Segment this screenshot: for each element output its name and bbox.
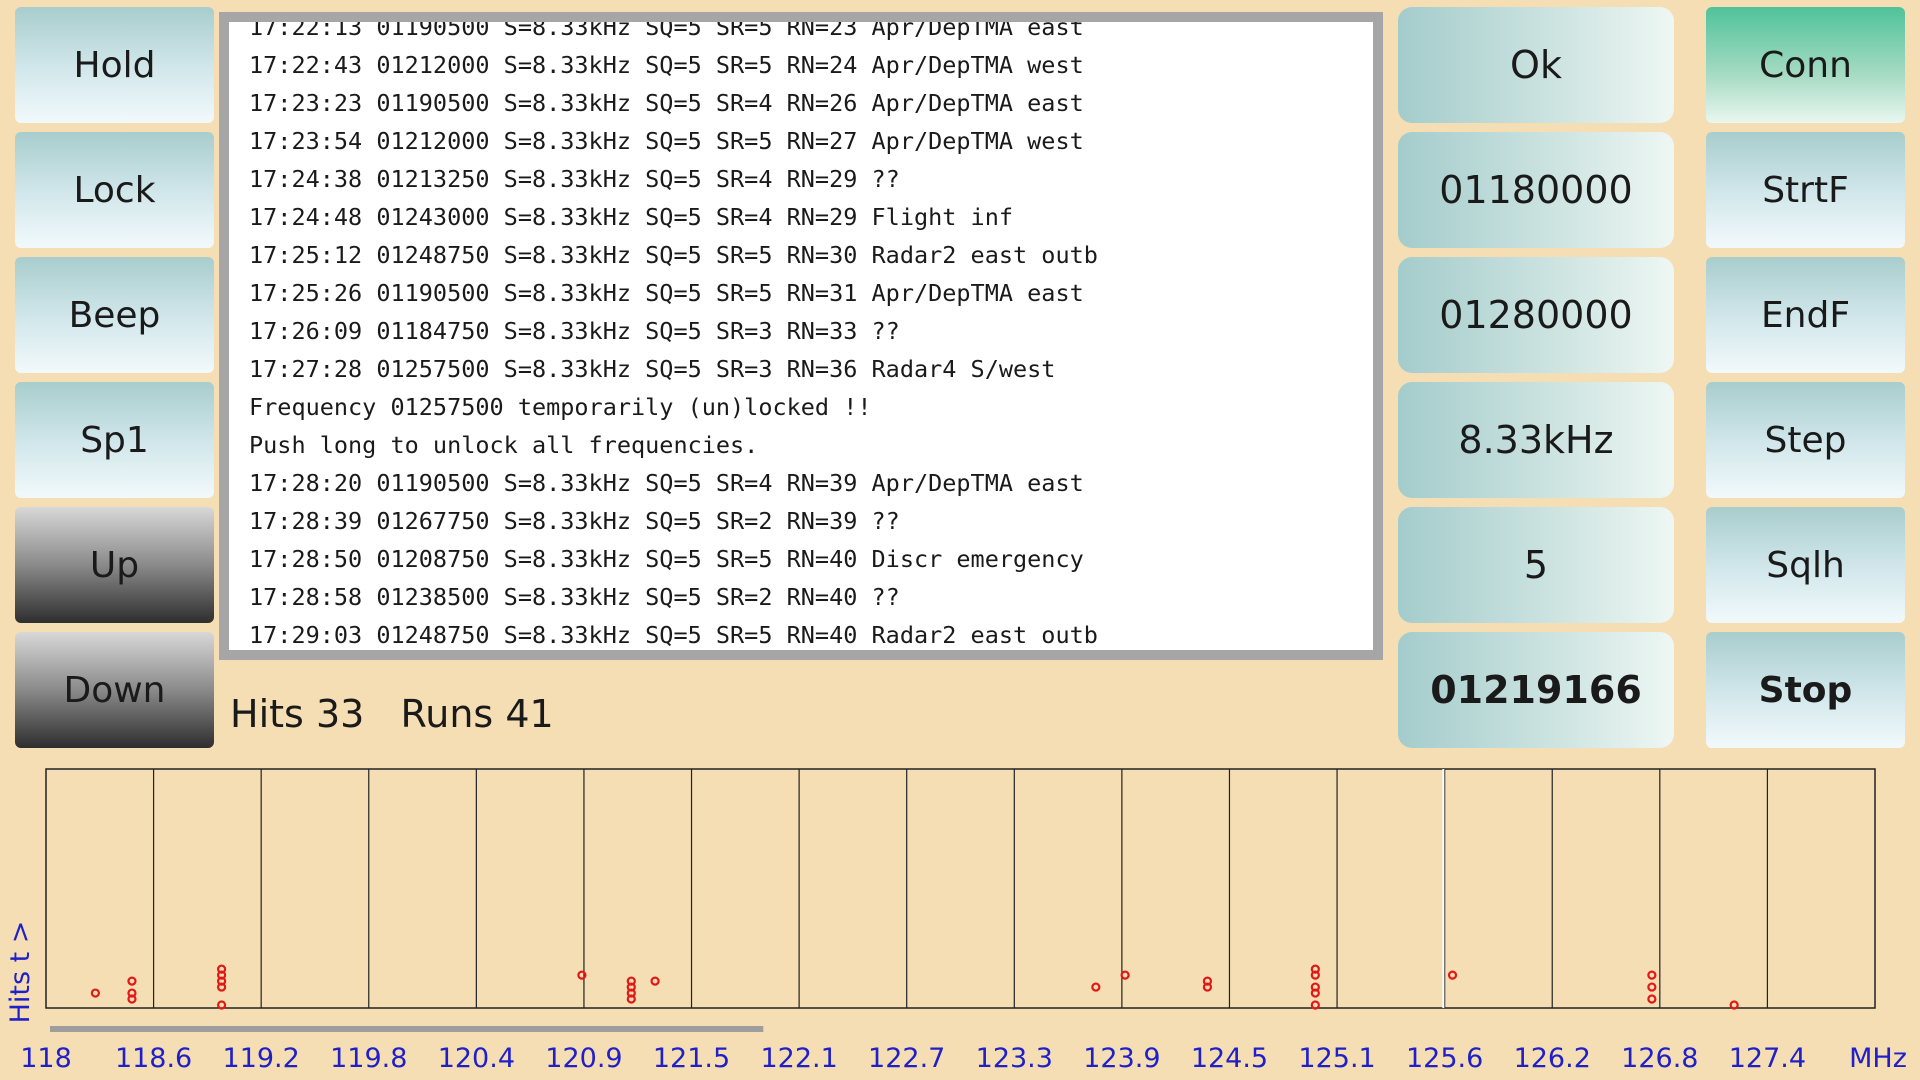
- chart-points: [90, 964, 1739, 1010]
- hit-point: [1202, 976, 1213, 986]
- scan-progress-bar: [50, 1026, 764, 1032]
- hit-point: [626, 976, 636, 986]
- log-line: 17:28:50 01208750 S=8.33kHz SQ=5 SR=5 RN…: [249, 545, 1084, 573]
- sqlh-button[interactable]: Sqlh: [1706, 507, 1905, 623]
- down-button[interactable]: Down: [15, 632, 214, 748]
- hit-point: [1120, 970, 1130, 980]
- log-line: 17:24:38 01213250 S=8.33kHz SQ=5 SR=4 RN…: [249, 165, 900, 193]
- hit-point: [1447, 970, 1458, 980]
- hit-point: [1647, 970, 1657, 980]
- log-line: Frequency 01257500 temporarily (un)locke…: [249, 393, 872, 421]
- log-line: 17:22:43 01212000 S=8.33kHz SQ=5 SR=5 RN…: [249, 51, 1084, 79]
- stop-button[interactable]: Stop: [1706, 632, 1905, 748]
- beep-button[interactable]: Beep: [15, 257, 214, 373]
- log-line: 17:25:12 01248750 S=8.33kHz SQ=5 SR=5 RN…: [249, 241, 1098, 269]
- hit-point: [127, 976, 137, 986]
- hit-point: [90, 988, 100, 998]
- x-tick-label: 120.9: [545, 1043, 622, 1074]
- up-button[interactable]: Up: [15, 507, 214, 623]
- log-line: 17:27:28 01257500 S=8.33kHz SQ=5 SR=3 RN…: [249, 355, 1056, 383]
- hit-point: [650, 976, 660, 986]
- x-tick-label: 123.3: [976, 1043, 1053, 1074]
- log-line: 17:24:48 01243000 S=8.33kHz SQ=5 SR=4 RN…: [249, 203, 1014, 231]
- lock-button[interactable]: Lock: [15, 132, 214, 248]
- hit-point: [1647, 982, 1657, 992]
- hit-point: [1310, 1000, 1320, 1010]
- sp1-button[interactable]: Sp1: [15, 382, 214, 498]
- squelch-level-button[interactable]: 5: [1398, 507, 1674, 623]
- x-tick-label: 118.6: [115, 1043, 192, 1074]
- y-axis-label: Hits t >: [5, 921, 36, 1024]
- x-tick-label: 118: [20, 1043, 72, 1074]
- log-line: 17:28:58 01238500 S=8.33kHz SQ=5 SR=2 RN…: [249, 583, 900, 611]
- hit-point: [577, 970, 587, 980]
- x-tick-label: 120.4: [438, 1043, 515, 1074]
- log-line: 17:28:39 01267750 S=8.33kHz SQ=5 SR=2 RN…: [249, 507, 900, 535]
- runs-count: 41: [505, 692, 554, 736]
- start-frequency-button[interactable]: 01180000: [1398, 132, 1674, 248]
- plot-border: [45, 768, 1876, 1009]
- hit-point: [1647, 994, 1657, 1004]
- x-axis-unit-label: MHz: [1849, 1043, 1907, 1074]
- hits-count: 33: [315, 692, 365, 736]
- x-tick-label: 121.5: [653, 1043, 730, 1074]
- x-tick-label: 126.8: [1621, 1043, 1698, 1074]
- scan-log-viewport[interactable]: 17:22:13 01190500 S=8.33kHz SQ=5 SR=5 RN…: [229, 22, 1373, 650]
- hit-point: [216, 964, 227, 974]
- frequency-hits-chart[interactable]: 118 118.6 119.2 119.8 120.4 120.9 121.5 122.1 12…: [0, 760, 1920, 1080]
- hit-point: [127, 988, 137, 998]
- log-line: 17:23:54 01212000 S=8.33kHz SQ=5 SR=5 RN…: [249, 127, 1084, 155]
- hit-point: [1310, 964, 1320, 974]
- scan-log-lines: 17:22:13 01190500 S=8.33kHz SQ=5 SR=5 RN…: [249, 22, 1098, 650]
- x-tick-label: 127.4: [1729, 1043, 1806, 1074]
- log-line: Push long to unlock all frequencies.: [249, 431, 759, 459]
- conn-button[interactable]: Conn: [1706, 7, 1905, 123]
- ok-button[interactable]: Ok: [1398, 7, 1674, 123]
- chart-x-ticks: 118 118.6 119.2 119.8 120.4 120.9 121.5 122.1 12…: [20, 1043, 1806, 1074]
- x-tick-label: 119.8: [330, 1043, 407, 1074]
- x-tick-label: 125.6: [1406, 1043, 1483, 1074]
- log-line: 17:23:23 01190500 S=8.33kHz SQ=5 SR=4 RN…: [249, 89, 1084, 117]
- x-tick-label: 122.7: [868, 1043, 945, 1074]
- hit-point: [216, 1000, 227, 1010]
- endf-button[interactable]: EndF: [1706, 257, 1905, 373]
- hit-point: [1310, 982, 1320, 992]
- x-tick-label: 122.1: [760, 1043, 837, 1074]
- scan-log-panel[interactable]: 17:22:13 01190500 S=8.33kHz SQ=5 SR=5 RN…: [219, 12, 1383, 660]
- x-tick-label: 125.1: [1298, 1043, 1375, 1074]
- hold-button[interactable]: Hold: [15, 7, 214, 123]
- end-frequency-button[interactable]: 01280000: [1398, 257, 1674, 373]
- x-tick-label: 119.2: [223, 1043, 300, 1074]
- log-line: 17:28:20 01190500 S=8.33kHz SQ=5 SR=4 RN…: [249, 469, 1084, 497]
- step-button[interactable]: Step: [1706, 382, 1905, 498]
- hit-point: [1091, 982, 1101, 992]
- current-frequency-button[interactable]: 01219166: [1398, 632, 1674, 748]
- x-tick-label: 123.9: [1083, 1043, 1160, 1074]
- chart-grid: [45, 768, 1876, 1032]
- log-line: 17:26:09 01184750 S=8.33kHz SQ=5 SR=3 RN…: [249, 317, 900, 345]
- log-line: 17:29:03 01248750 S=8.33kHz SQ=5 SR=5 RN…: [249, 621, 1098, 649]
- x-tick-label: 126.2: [1514, 1043, 1591, 1074]
- log-line: 17:25:26 01190500 S=8.33kHz SQ=5 SR=5 RN…: [249, 279, 1084, 307]
- strtf-button[interactable]: StrtF: [1706, 132, 1905, 248]
- runs-label: Runs: [400, 692, 494, 736]
- step-size-button[interactable]: 8.33kHz: [1398, 382, 1674, 498]
- hit-point: [1729, 1000, 1739, 1010]
- hit-run-stats: Hits 33 Runs 41: [230, 692, 554, 736]
- log-line-partial: 17:22:13 01190500 S=8.33kHz SQ=5 SR=5 RN…: [249, 22, 1084, 41]
- x-tick-label: 124.5: [1191, 1043, 1268, 1074]
- hits-label: Hits: [230, 692, 304, 736]
